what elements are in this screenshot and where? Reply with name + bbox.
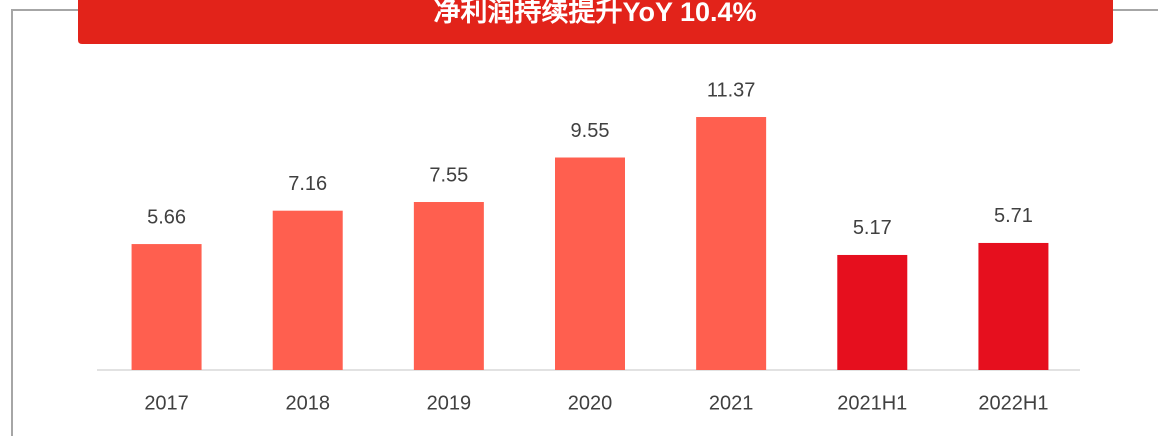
- data-label: 5.66: [147, 206, 186, 228]
- bar: [696, 117, 767, 370]
- frame: [11, 9, 1158, 436]
- bar: [272, 210, 343, 370]
- x-tick-label: 2021: [709, 392, 754, 414]
- bar: [413, 202, 484, 370]
- data-label: 5.17: [853, 217, 892, 239]
- x-tick-label: 2020: [568, 392, 613, 414]
- data-label: 11.37: [707, 79, 756, 101]
- bar: [837, 254, 908, 370]
- bar: [131, 244, 202, 370]
- title-banner: [78, 0, 1113, 44]
- data-label: 5.71: [994, 205, 1033, 227]
- x-tick-label: 2022H1: [978, 392, 1048, 414]
- x-tick-label: 2019: [427, 392, 472, 414]
- data-label: 9.55: [571, 120, 610, 142]
- x-tick-label: 2018: [285, 392, 330, 414]
- data-label: 7.16: [288, 173, 327, 195]
- bar: [978, 242, 1049, 370]
- bar: [555, 157, 625, 370]
- x-tick-label: 2017: [144, 392, 189, 414]
- data-label: 7.55: [429, 164, 468, 186]
- x-tick-label: 2021H1: [837, 392, 907, 414]
- chart-title: 净利润持续提升YoY 10.4%: [433, 0, 756, 27]
